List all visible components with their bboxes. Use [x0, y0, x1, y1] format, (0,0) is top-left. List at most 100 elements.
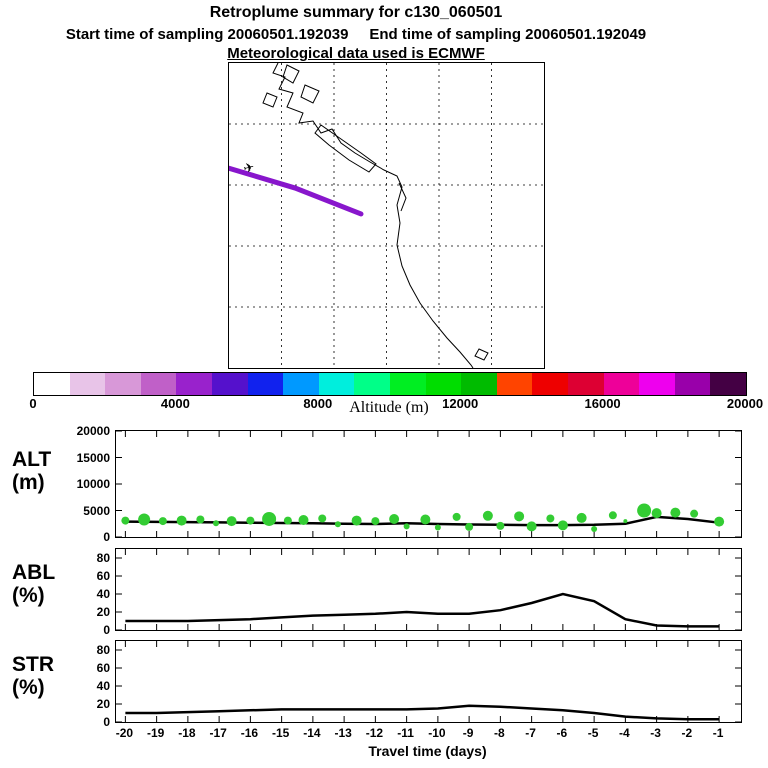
- x-tick-label: -15: [271, 726, 290, 740]
- colorbar-cell: [211, 373, 248, 395]
- colorbar-tick-label: 20000: [726, 396, 764, 411]
- x-tick-label: -5: [587, 726, 599, 740]
- particle-altitude-dot: [246, 516, 255, 525]
- particle-altitude-dot: [434, 524, 441, 531]
- y-tick-label: 40: [96, 679, 110, 693]
- particle-altitude-dot: [121, 516, 130, 525]
- x-tick-label: -19: [146, 726, 165, 740]
- particle-altitude-dot: [196, 515, 205, 524]
- colorbar-tick-labels: 0 4000 8000 12000 16000 20000: [29, 396, 763, 411]
- colorbar-cell: [140, 373, 177, 395]
- map-graticule: [229, 63, 544, 368]
- x-tick-label: -12: [365, 726, 384, 740]
- y-tick-label: 5000: [83, 503, 110, 518]
- x-tick-label: -11: [397, 726, 414, 740]
- colorbar-tick-label: 4000: [160, 396, 190, 411]
- altitude-panel: 0 5000 10000 15000 20000: [77, 424, 742, 544]
- colorbar-cell: [496, 373, 533, 395]
- y-tick-label: 15000: [76, 450, 110, 465]
- particle-altitude-dot: [283, 516, 292, 525]
- y-tick-label: 80: [96, 643, 110, 657]
- aircraft-receptor-icon: ✈: [242, 159, 257, 176]
- particle-altitude-dot: [623, 519, 628, 524]
- met-data-source: Meteorological data used is ECMWF: [227, 45, 485, 62]
- retroplume-trajectory-line: [226, 165, 364, 217]
- colorbar-tick-label: 8000: [303, 396, 333, 411]
- particle-altitude-dot: [690, 509, 699, 518]
- particle-altitude-dot: [351, 515, 362, 526]
- particle-altitude-dot: [420, 514, 431, 525]
- x-tick-label: -1: [712, 726, 724, 740]
- str-data-line: [125, 704, 720, 721]
- particle-altitude-dot: [158, 517, 167, 526]
- particle-altitude-dot: [403, 523, 410, 530]
- colorbar-cell: [425, 373, 462, 395]
- y-tick-label: 80: [96, 551, 110, 565]
- particle-altitude-dot: [482, 510, 493, 521]
- particle-altitude-dot: [591, 526, 598, 533]
- colorbar-cell: [639, 373, 675, 395]
- colorbar-cell: [461, 373, 497, 395]
- y-tick-label: 20000: [76, 424, 110, 438]
- y-tick-label: 0: [103, 715, 110, 729]
- particle-altitude-dot: [608, 511, 617, 520]
- y-tick-label: 40: [96, 587, 110, 601]
- x-tick-label: -10: [428, 726, 446, 740]
- x-axis-title: Travel time (days): [368, 743, 487, 759]
- x-tick-label: -8: [494, 726, 505, 740]
- y-tick-label: 20: [96, 605, 110, 619]
- x-tick-label: -18: [178, 726, 196, 740]
- alt-axis-unit: (m): [12, 471, 45, 494]
- particle-altitude-dot: [298, 515, 309, 526]
- colorbar-cell: [674, 373, 711, 395]
- y-tick-label: 0: [103, 530, 110, 544]
- particle-altitude-dot: [452, 512, 461, 521]
- colorbar-cell: [247, 373, 284, 395]
- particle-altitude-dot: [371, 517, 380, 526]
- x-tick-label: -14: [303, 726, 321, 740]
- x-tick-label: -13: [334, 726, 352, 740]
- particle-altitude-dot: [334, 521, 341, 528]
- particle-altitude-dot: [389, 513, 400, 524]
- y-tick-label: 0: [103, 623, 110, 637]
- colorbar-cell: [34, 373, 70, 395]
- y-tick-label: 10000: [76, 477, 110, 491]
- map-svg: ✈: [226, 62, 544, 369]
- x-tick-labels: -20 -19 -18 -17 -16 -15 -14 -13 -12 -11 -10 -9 -8 -7 -…: [115, 726, 740, 741]
- colorbar-cell: [389, 373, 426, 395]
- str-axis-unit: (%): [12, 676, 45, 699]
- abl-axis-unit: (%): [12, 584, 45, 607]
- particle-altitude-dot: [514, 511, 525, 522]
- particle-altitude-dot: [176, 515, 187, 526]
- x-tick-label: -4: [619, 726, 630, 740]
- x-tick-label: -20: [115, 726, 134, 740]
- x-tick-label: -16: [240, 726, 259, 740]
- abl-axis-label: ABL: [12, 561, 56, 584]
- str-axis-label: STR: [12, 653, 54, 676]
- particle-altitude-dot: [226, 516, 237, 527]
- particle-altitude-dot: [670, 507, 681, 518]
- abl-data-line: [125, 592, 720, 628]
- y-tick-label: 60: [96, 569, 110, 583]
- colorbar-cell: [176, 373, 212, 395]
- abl-plot: [116, 549, 741, 630]
- colorbar-cell: [105, 373, 141, 395]
- x-tick-label: -17: [209, 726, 227, 740]
- x-tick-label: -6: [556, 726, 568, 740]
- str-panel: 0 20 40 60 80: [97, 640, 742, 729]
- particle-altitude-dot: [637, 503, 652, 518]
- colorbar-cell: [69, 373, 106, 395]
- y-tick-label: 60: [96, 661, 110, 675]
- alt-axis-label: ALT: [12, 448, 52, 471]
- altitude-colorbar: [33, 372, 747, 396]
- particle-altitude-dot: [262, 511, 277, 526]
- colorbar-cell: [603, 373, 640, 395]
- abl-panel: 0 20 40 60 80: [97, 548, 742, 637]
- sampling-times: Start time of sampling 20060501.192039 E…: [65, 26, 647, 43]
- particle-altitude-dot: [714, 516, 725, 527]
- coastline: [262, 62, 489, 369]
- trajectory-map: ✈: [226, 62, 545, 369]
- particle-altitude-dot: [546, 514, 555, 523]
- colorbar-cell: [532, 373, 568, 395]
- x-tick-label: -3: [650, 726, 661, 740]
